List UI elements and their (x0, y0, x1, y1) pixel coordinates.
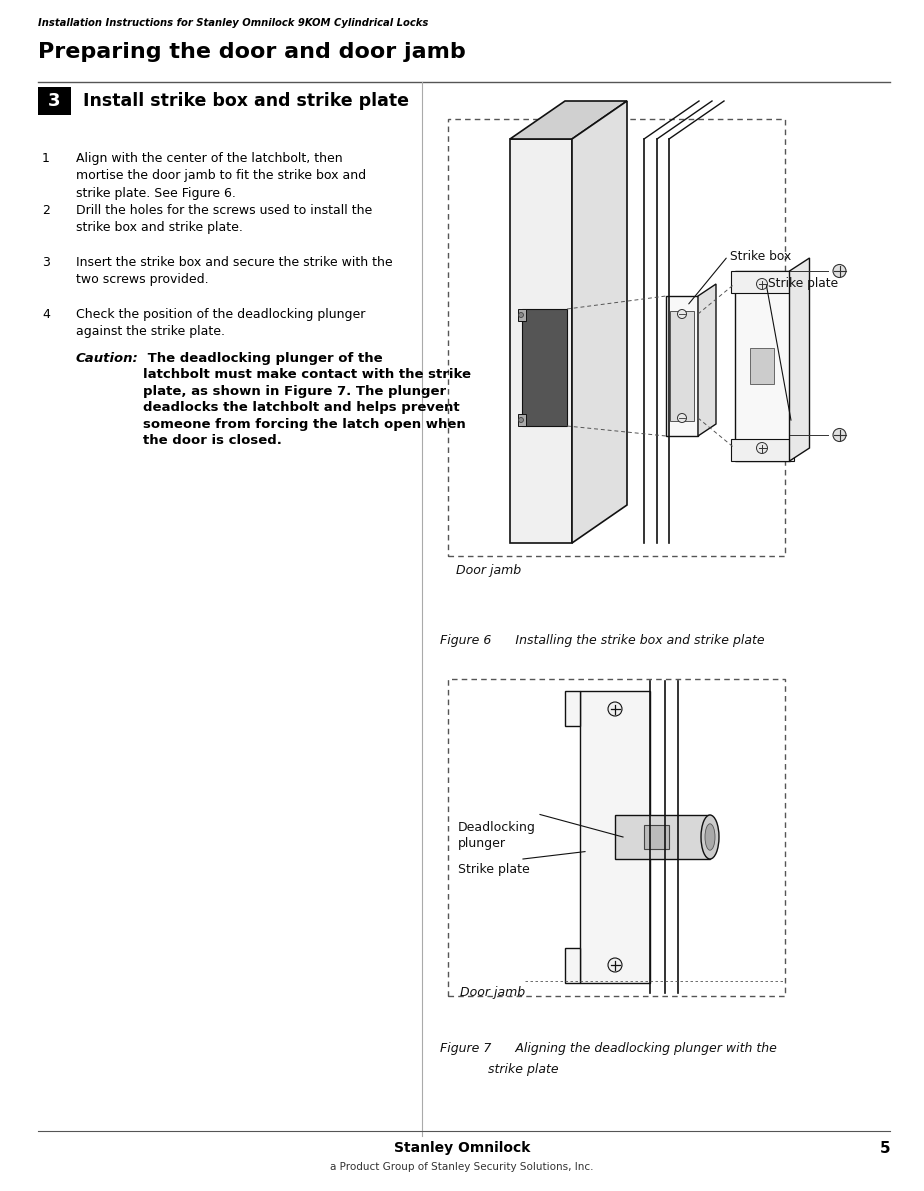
Text: Door jamb: Door jamb (460, 986, 525, 999)
Circle shape (518, 312, 524, 318)
Bar (666, 297, 698, 436)
Text: Strike box: Strike box (730, 249, 791, 262)
Bar (448, 679, 785, 996)
Ellipse shape (701, 815, 719, 859)
Text: Align with the center of the latchbolt, then
mortise the door jamb to fit the st: Align with the center of the latchbolt, … (76, 152, 366, 200)
Text: Check the position of the deadlocking plunger
against the strike plate.: Check the position of the deadlocking pl… (76, 308, 365, 338)
Circle shape (608, 701, 622, 716)
Text: 3: 3 (48, 92, 61, 110)
Circle shape (833, 429, 846, 442)
Bar (750, 348, 774, 384)
Circle shape (757, 443, 768, 454)
Bar (448, 119, 785, 556)
Circle shape (518, 418, 524, 423)
Bar (735, 272, 789, 461)
Bar (580, 691, 650, 983)
Text: Insert the strike box and secure the strike with the
two screws provided.: Insert the strike box and secure the str… (76, 256, 393, 287)
Bar (615, 815, 710, 859)
Text: Preparing the door and door jamb: Preparing the door and door jamb (38, 42, 466, 62)
Text: Installation Instructions for Stanley Omnilock 9KOM Cylindrical Locks: Installation Instructions for Stanley Om… (38, 18, 429, 29)
Text: Drill the holes for the screws used to install the
strike box and strike plate.: Drill the holes for the screws used to i… (76, 204, 372, 235)
Text: Deadlocking
plunger: Deadlocking plunger (458, 821, 536, 850)
Bar (565, 691, 580, 727)
Bar (731, 272, 794, 293)
Polygon shape (789, 258, 809, 461)
Circle shape (677, 413, 687, 423)
Text: 2: 2 (42, 204, 50, 217)
Text: 5: 5 (880, 1141, 890, 1156)
Bar (670, 311, 694, 420)
Bar (565, 948, 580, 983)
Text: Install strike box and strike plate: Install strike box and strike plate (83, 92, 409, 110)
Text: a Product Group of Stanley Security Solutions, Inc.: a Product Group of Stanley Security Solu… (330, 1162, 594, 1172)
Bar (518, 308, 526, 322)
Text: Stanley Omnilock: Stanley Omnilock (394, 1141, 530, 1155)
Text: Strike plate: Strike plate (458, 863, 529, 877)
Polygon shape (510, 101, 627, 139)
Text: Strike plate: Strike plate (768, 276, 838, 289)
Text: The deadlocking plunger of the
latchbolt must make contact with the strike
plate: The deadlocking plunger of the latchbolt… (143, 353, 471, 448)
Text: Figure 7      Aligning the deadlocking plunger with the: Figure 7 Aligning the deadlocking plunge… (440, 1042, 777, 1055)
Bar (522, 308, 567, 426)
Polygon shape (572, 101, 627, 543)
Ellipse shape (705, 824, 715, 850)
Circle shape (757, 279, 768, 289)
Bar (731, 439, 794, 461)
Text: Figure 6      Installing the strike box and strike plate: Figure 6 Installing the strike box and s… (440, 634, 765, 647)
Text: 4: 4 (42, 308, 50, 322)
Bar (518, 414, 526, 426)
Bar (644, 825, 669, 849)
Polygon shape (698, 283, 716, 436)
Text: Door jamb: Door jamb (456, 565, 521, 576)
Circle shape (833, 264, 846, 278)
Bar (510, 139, 572, 543)
Circle shape (608, 958, 622, 972)
Text: Caution:: Caution: (76, 353, 139, 364)
Text: strike plate: strike plate (440, 1064, 559, 1075)
Text: 3: 3 (42, 256, 50, 269)
Circle shape (677, 310, 687, 318)
Text: 1: 1 (42, 152, 50, 166)
Bar (38, 87, 71, 116)
